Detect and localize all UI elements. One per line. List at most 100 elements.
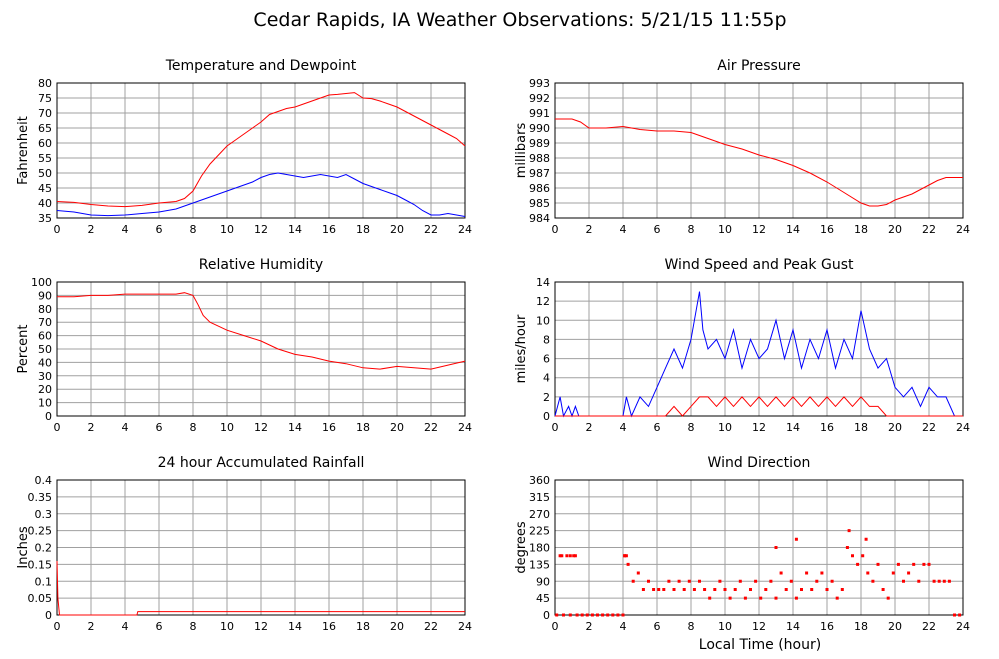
x-tick-label: 22 [424, 223, 438, 236]
data-point [606, 613, 610, 617]
data-point [677, 579, 681, 583]
chart-title: Relative Humidity [199, 257, 323, 273]
y-tick-label: 991 [529, 107, 550, 120]
data-point [769, 579, 773, 583]
x-tick-label: 10 [718, 223, 732, 236]
y-tick-label: 989 [529, 137, 550, 150]
x-tick-label: 14 [288, 223, 302, 236]
y-axis-label: miles/hour [514, 314, 529, 383]
data-point [851, 554, 854, 558]
data-point [784, 588, 788, 591]
x-tick-label: 0 [54, 223, 61, 236]
data-point [815, 579, 819, 583]
y-tick-label: 10 [38, 397, 52, 410]
y-tick-label: 6 [543, 353, 550, 366]
data-point [611, 613, 615, 617]
y-tick-label: 80 [38, 77, 52, 90]
x-tick-label: 8 [190, 421, 197, 434]
y-axis-label: degrees [514, 521, 529, 574]
x-tick-label: 24 [956, 421, 970, 434]
x-tick-label: 8 [688, 421, 695, 434]
y-axis-label: millibars [514, 123, 529, 179]
x-tick-label: 22 [424, 421, 438, 434]
chart-title: 24 hour Accumulated Rainfall [158, 455, 365, 471]
y-tick-label: 14 [536, 276, 550, 289]
chart-title: Wind Speed and Peak Gust [665, 257, 854, 273]
x-tick-label: 0 [54, 620, 61, 633]
data-point [652, 588, 656, 591]
y-tick-label: 100 [31, 276, 52, 289]
y-tick-label: 60 [38, 330, 52, 343]
data-point [896, 562, 900, 566]
data-point [749, 588, 752, 591]
data-point [718, 579, 722, 583]
data-point [568, 613, 572, 617]
y-tick-label: 75 [38, 92, 52, 105]
x-tick-label: 14 [288, 620, 302, 633]
x-tick-label: 24 [458, 223, 472, 236]
x-tick-label: 18 [854, 620, 868, 633]
y-tick-label: 55 [38, 152, 52, 165]
x-tick-label: 14 [786, 620, 800, 633]
data-point [876, 562, 880, 566]
data-point [774, 596, 778, 600]
x-tick-label: 20 [390, 421, 404, 434]
x-tick-label: 6 [654, 421, 661, 434]
data-point [847, 529, 851, 533]
y-tick-label: 0 [45, 410, 52, 423]
data-point [708, 596, 712, 600]
data-point [580, 613, 584, 617]
x-tick-label: 4 [122, 421, 129, 434]
series-line-0 [57, 292, 466, 370]
y-tick-label: 988 [529, 152, 550, 165]
x-tick-label: 20 [888, 620, 902, 633]
data-point [572, 554, 576, 558]
y-tick-label: 135 [529, 558, 550, 571]
x-tick-label: 22 [922, 223, 936, 236]
data-point [636, 571, 640, 575]
x-tick-label: 8 [688, 620, 695, 633]
data-point [856, 562, 860, 566]
y-tick-label: 40 [38, 197, 52, 210]
x-tick-label: 4 [122, 620, 129, 633]
data-point [845, 546, 849, 549]
x-tick-label: 18 [356, 223, 370, 236]
x-tick-label: 6 [654, 223, 661, 236]
x-tick-label: 2 [88, 620, 95, 633]
series-line-0 [555, 118, 963, 207]
data-point [871, 579, 875, 583]
data-point [861, 554, 865, 558]
x-tick-label: 18 [854, 223, 868, 236]
x-tick-label: 2 [586, 421, 593, 434]
x-tick-label: 6 [654, 620, 661, 633]
plot-frame [56, 479, 466, 616]
y-tick-label: 2 [543, 391, 550, 404]
x-tick-label: 14 [786, 223, 800, 236]
x-tick-label: 14 [288, 421, 302, 434]
x-tick-label: 20 [888, 421, 902, 434]
data-point [743, 596, 747, 600]
y-tick-label: 50 [38, 343, 52, 356]
data-point [657, 588, 661, 591]
data-point [866, 571, 870, 575]
y-tick-label: 0 [45, 609, 52, 622]
data-point [800, 588, 803, 591]
x-tick-label: 16 [820, 620, 834, 633]
x-tick-label: 18 [854, 421, 868, 434]
data-point [555, 613, 559, 617]
x-tick-label: 6 [156, 620, 163, 633]
y-tick-label: 0.3 [35, 508, 53, 521]
x-tick-label: 8 [190, 223, 197, 236]
y-tick-label: 70 [38, 107, 52, 120]
data-point [672, 588, 676, 591]
y-tick-label: 20 [38, 383, 52, 396]
x-tick-label: 16 [322, 223, 336, 236]
data-point [687, 579, 691, 583]
y-tick-label: 0.15 [28, 558, 53, 571]
x-tick-label: 14 [786, 421, 800, 434]
data-point [794, 596, 798, 600]
y-tick-label: 8 [543, 333, 550, 346]
data-point [626, 562, 630, 566]
